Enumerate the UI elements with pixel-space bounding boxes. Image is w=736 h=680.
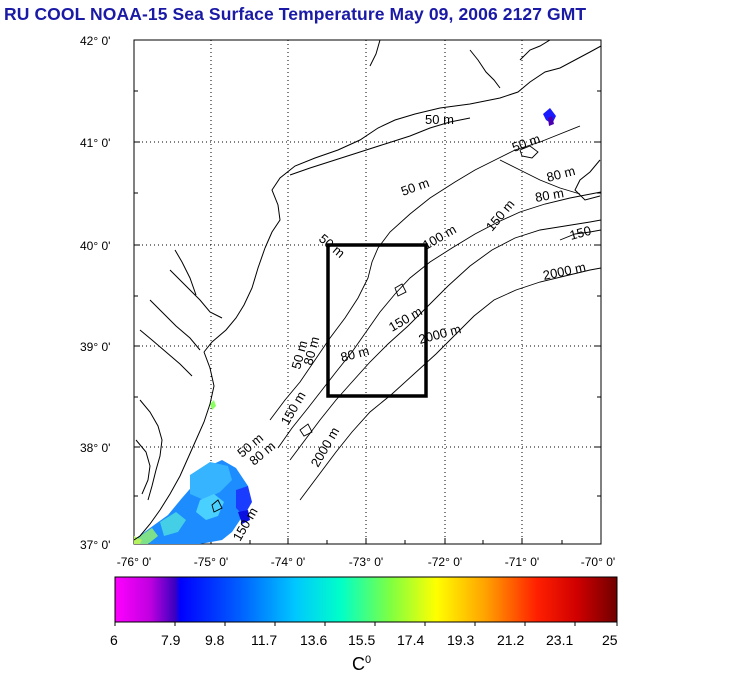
lon-label: -72° 0' — [428, 555, 462, 569]
lon-label: -71° 0' — [505, 555, 539, 569]
lat-label: 38° 0' — [80, 441, 110, 455]
contour-label: 80 m — [300, 335, 322, 367]
contour-label: 150 — [568, 223, 593, 243]
colorbar-tick-label: 7.9 — [161, 632, 181, 648]
lat-label: 41° 0' — [80, 136, 110, 150]
axis-ticks — [134, 39, 601, 544]
latitude-labels: 42° 0' 41° 0' 40° 0' 39° 0' 38° 0' 37° 0… — [80, 34, 110, 552]
lon-label: -70° 0' — [581, 555, 615, 569]
coastline — [134, 40, 601, 541]
colorbar-unit-text: C — [352, 654, 365, 674]
study-area-box — [326, 243, 428, 398]
lon-label: -75° 0' — [194, 555, 228, 569]
lat-label: 39° 0' — [80, 340, 110, 354]
colorbar-tick-label: 15.5 — [348, 632, 376, 648]
lat-label: 40° 0' — [80, 239, 110, 253]
colorbar-tick-label: 13.6 — [300, 632, 328, 648]
colorbar-tick-label: 11.7 — [251, 632, 278, 648]
lat-label: 37° 0' — [80, 538, 110, 552]
map-title: RU COOL NOAA-15 Sea Surface Temperature … — [4, 4, 587, 24]
colorbar — [114, 576, 618, 623]
colorbar-tick-label: 9.8 — [205, 632, 225, 648]
colorbar-tick-label: 21.2 — [497, 632, 525, 648]
lon-label: -73° 0' — [349, 555, 383, 569]
contour-label: 80 m — [339, 343, 371, 365]
contour-label: 50 m — [288, 339, 310, 371]
lat-label: 42° 0' — [80, 34, 110, 48]
longitude-labels: -76° 0' -75° 0' -74° 0' -73° 0' -72° 0' … — [117, 555, 615, 569]
contour-label: 50 m — [425, 112, 454, 127]
colorbar-tick-label: 25 — [602, 632, 618, 648]
contour-label: 80 m — [545, 163, 577, 185]
plot-frame — [133, 39, 602, 545]
bathymetry-contours — [211, 125, 601, 513]
colorbar-tick-label: 6 — [110, 632, 118, 648]
contour-label: 80 m — [534, 185, 565, 205]
colorbar-unit-superscript: 0 — [365, 654, 372, 666]
lon-label: -76° 0' — [117, 555, 151, 569]
colorbar-tick-label: 17.4 — [397, 632, 425, 648]
colorbar-unit: C0 — [352, 654, 371, 675]
lon-label: -74° 0' — [271, 555, 305, 569]
colorbar-tick-label: 23.1 — [546, 632, 574, 648]
colorbar-ticks — [114, 622, 618, 626]
colorbar-tick-label: 19.3 — [447, 632, 475, 648]
